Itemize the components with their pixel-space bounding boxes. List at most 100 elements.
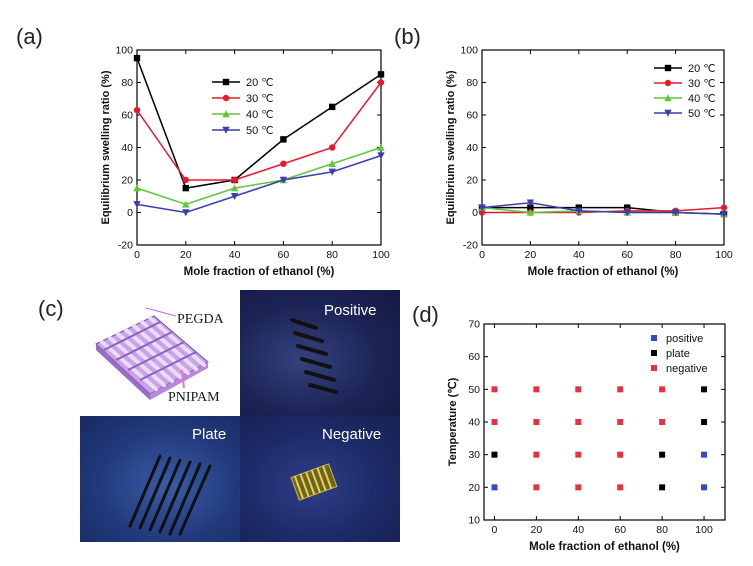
chart-d: 0 20 40 60 80 100 10 20 30 40 50 60 70 Mole fraction … bbox=[447, 319, 726, 553]
x-tick-label: 40 bbox=[229, 249, 241, 261]
scatter-point bbox=[491, 419, 498, 425]
y-tick-label: 60 bbox=[466, 110, 478, 122]
x-tick-label: 0 bbox=[492, 524, 498, 536]
y-tick-label: 50 bbox=[468, 384, 480, 396]
y-tick-label: 80 bbox=[121, 77, 133, 89]
y-tick-label: 60 bbox=[121, 110, 133, 122]
data-point bbox=[720, 210, 728, 218]
grid-structure-illustration bbox=[95, 307, 209, 400]
data-point bbox=[329, 103, 336, 111]
y-tick-label: -20 bbox=[463, 240, 478, 252]
series-line-3 bbox=[481, 201, 725, 215]
legend-label-2: 40 ℃ bbox=[688, 93, 716, 105]
legend-marker-0 bbox=[222, 78, 230, 86]
negative-label: Negative bbox=[322, 426, 382, 443]
y-tick-label: 30 bbox=[468, 449, 480, 461]
x-tick-label: 40 bbox=[572, 524, 584, 536]
scatter-point bbox=[491, 386, 498, 393]
x-tick-label: 80 bbox=[656, 524, 668, 536]
photo-positive: Positive bbox=[240, 290, 400, 416]
series-line-0 bbox=[136, 57, 382, 189]
legend-label-1: 30 ℃ bbox=[688, 78, 716, 90]
scatter-point bbox=[701, 419, 708, 425]
x-tick-label: 20 bbox=[531, 524, 543, 536]
legend-label-2: negative bbox=[666, 363, 708, 375]
panel-label-b: (b) bbox=[394, 24, 421, 49]
data-point bbox=[527, 204, 534, 211]
legend-marker-3 bbox=[222, 126, 230, 134]
legend-marker-1 bbox=[651, 350, 657, 356]
data-point bbox=[133, 201, 141, 209]
x-axis-label: Mole fraction of ethanol (%) bbox=[529, 541, 680, 553]
y-tick-label: 0 bbox=[127, 207, 133, 219]
data-point bbox=[329, 144, 336, 151]
panel-label-d: (d) bbox=[412, 302, 439, 327]
data-point bbox=[182, 200, 190, 208]
data-point bbox=[526, 199, 535, 207]
legend-label-0: 20 ℃ bbox=[688, 63, 716, 75]
y-tick-label: 0 bbox=[472, 207, 478, 219]
data-point bbox=[478, 204, 486, 212]
panel-label-a: (a) bbox=[16, 24, 43, 49]
x-tick-label: 0 bbox=[134, 249, 140, 261]
scatter-point bbox=[701, 484, 708, 491]
legend-marker-1 bbox=[222, 94, 230, 102]
scatter-point bbox=[701, 386, 708, 393]
x-tick-label: 20 bbox=[180, 249, 192, 261]
scatter-point bbox=[617, 484, 624, 491]
y-axis-label: Equilibrium swelling ratio (%) bbox=[100, 70, 112, 224]
scatter-point bbox=[617, 451, 624, 458]
legend-marker-0 bbox=[664, 64, 672, 72]
legend-label-1: plate bbox=[666, 348, 690, 360]
y-tick-label: 40 bbox=[468, 417, 480, 429]
data-point bbox=[231, 176, 238, 184]
data-point bbox=[182, 184, 189, 192]
panel-label-c: (c) bbox=[38, 296, 64, 321]
hydrogel-schematic: PEGDA PNIPAM bbox=[80, 290, 238, 416]
series-line-3 bbox=[136, 154, 382, 214]
x-tick-label: 100 bbox=[695, 524, 713, 536]
negative-sample-grid bbox=[290, 463, 338, 501]
x-tick-label: 60 bbox=[621, 249, 633, 261]
positive-sample-strips bbox=[290, 318, 338, 394]
plate-label: Plate bbox=[192, 426, 227, 443]
x-axis-label: Mole fraction of ethanol (%) bbox=[184, 266, 335, 278]
data-point bbox=[182, 209, 190, 217]
x-tick-label: 80 bbox=[326, 249, 338, 261]
y-tick-label: 20 bbox=[468, 482, 480, 494]
scatter-point bbox=[575, 484, 582, 491]
scatter-point bbox=[575, 386, 582, 393]
y-tick-label: 100 bbox=[115, 45, 133, 57]
data-point bbox=[133, 54, 141, 62]
data-point bbox=[133, 184, 141, 192]
data-point bbox=[624, 204, 631, 211]
legend-label-2: 40 ℃ bbox=[246, 109, 274, 121]
scatter-point bbox=[701, 451, 708, 458]
data-point bbox=[328, 168, 336, 176]
x-axis-label: Mole fraction of ethanol (%) bbox=[528, 266, 679, 278]
data-point bbox=[328, 160, 336, 167]
y-axis-label: Equilibrium swelling ratio (%) bbox=[445, 70, 457, 224]
y-tick-label: 80 bbox=[466, 77, 478, 89]
scatter-point bbox=[659, 451, 666, 458]
positive-label: Positive bbox=[324, 302, 377, 319]
data-point bbox=[377, 79, 385, 86]
x-tick-label: 80 bbox=[670, 249, 682, 261]
scatter-point bbox=[533, 484, 540, 491]
scatter-point bbox=[575, 419, 582, 425]
x-tick-label: 20 bbox=[525, 249, 537, 261]
legend-label-0: 20 ℃ bbox=[246, 77, 274, 89]
panel-c: PEGDA PNIPAM Positive bbox=[80, 290, 400, 542]
scatter-point bbox=[533, 386, 540, 393]
y-tick-label: -20 bbox=[118, 240, 133, 252]
x-tick-label: 100 bbox=[372, 249, 390, 261]
legend-label-0: positive bbox=[666, 333, 703, 345]
x-tick-label: 40 bbox=[573, 249, 585, 261]
data-point bbox=[720, 204, 728, 211]
series-line-2 bbox=[136, 146, 382, 206]
data-point bbox=[280, 136, 287, 143]
data-point bbox=[478, 209, 486, 216]
